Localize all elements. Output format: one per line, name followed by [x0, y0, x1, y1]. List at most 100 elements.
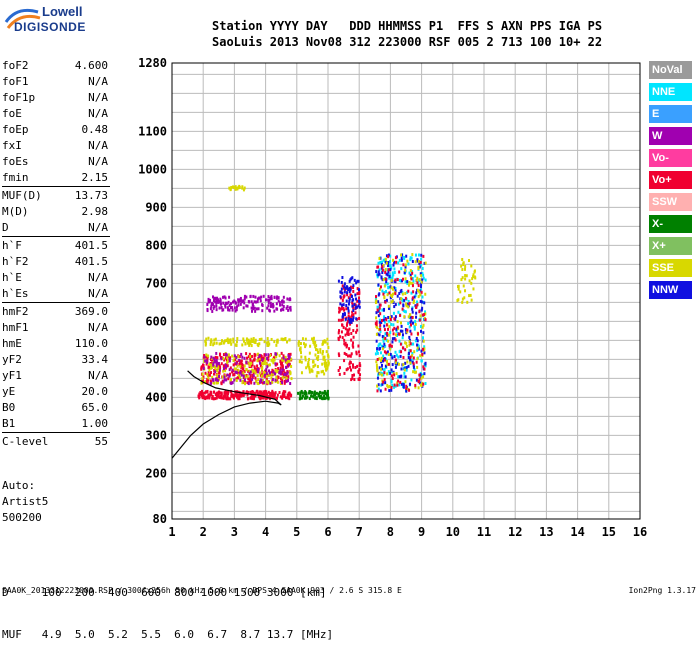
echo-point	[337, 331, 340, 335]
echo-point	[235, 340, 238, 344]
echo-point	[404, 280, 407, 284]
echo-point	[266, 396, 269, 400]
echo-point	[353, 278, 356, 282]
echo-point	[226, 337, 229, 341]
legend-item-ssw: SSW	[649, 193, 692, 211]
echo-point	[242, 306, 245, 310]
echo-point	[376, 273, 379, 277]
echo-point	[201, 363, 204, 367]
echo-point	[253, 395, 256, 399]
echo-point	[229, 306, 232, 310]
echo-point	[299, 393, 302, 397]
echo-point	[318, 391, 321, 395]
echo-point	[305, 396, 308, 400]
echo-point	[323, 355, 326, 359]
echo-point	[243, 297, 246, 301]
echo-point	[272, 395, 275, 399]
echo-point	[394, 292, 397, 296]
echo-point	[249, 373, 252, 377]
echo-point	[391, 337, 394, 341]
echo-point	[406, 328, 409, 332]
echo-point	[248, 343, 251, 347]
echo-point	[408, 313, 411, 317]
echo-point	[304, 337, 307, 341]
echo-point	[219, 299, 222, 303]
echo-point	[288, 392, 291, 396]
echo-point	[245, 337, 248, 341]
echo-point	[247, 369, 250, 373]
echo-point	[389, 371, 392, 375]
echo-point	[274, 368, 277, 372]
echo-point	[342, 295, 345, 299]
echo-point	[338, 366, 341, 370]
echo-point	[240, 352, 243, 356]
echo-point	[391, 383, 394, 387]
echo-point	[276, 338, 279, 342]
echo-point	[401, 329, 404, 333]
echo-point	[376, 369, 379, 373]
echo-point	[206, 357, 209, 361]
echo-point	[409, 382, 412, 386]
echo-point	[247, 382, 250, 386]
echo-point	[269, 381, 272, 385]
echo-point	[218, 370, 221, 374]
echo-point	[414, 260, 417, 264]
echo-point	[264, 396, 267, 400]
echo-point	[404, 296, 407, 300]
echo-point	[245, 390, 248, 394]
param-value: 401.5	[74, 239, 108, 252]
logo-text-top: Lowell	[42, 4, 83, 19]
echo-point	[277, 299, 280, 303]
echo-point	[396, 320, 399, 324]
echo-point	[343, 359, 346, 363]
echo-point	[247, 341, 250, 345]
echo-point	[395, 327, 398, 331]
echo-point	[406, 259, 409, 263]
echo-point	[457, 287, 460, 291]
echo-point	[270, 373, 273, 377]
echo-point	[410, 378, 413, 382]
echo-point	[421, 306, 424, 310]
echo-point	[463, 296, 466, 300]
echo-point	[462, 263, 465, 267]
echo-point	[389, 331, 392, 335]
echo-point	[249, 354, 252, 358]
echo-point	[218, 395, 221, 399]
echo-point	[253, 381, 256, 385]
echo-point	[258, 353, 261, 357]
echo-point	[229, 340, 232, 344]
echo-point	[352, 345, 355, 349]
echo-point	[403, 375, 406, 379]
echo-point	[421, 352, 424, 356]
x-tick-label: 3	[231, 525, 238, 539]
echo-point	[282, 300, 285, 304]
echo-point	[241, 392, 244, 396]
echo-point	[231, 368, 234, 372]
echo-point	[416, 348, 419, 352]
echo-point	[204, 341, 207, 345]
echo-point	[242, 337, 245, 341]
auto-label: Auto:	[2, 479, 36, 492]
echo-point	[377, 387, 380, 391]
echo-point	[243, 301, 246, 305]
param-row: foF1p N/A	[2, 90, 168, 106]
echo-point	[411, 351, 414, 355]
echo-point	[378, 372, 381, 376]
echo-point	[267, 295, 270, 299]
echo-point	[251, 303, 254, 307]
echo-point	[233, 372, 236, 376]
echo-point	[388, 274, 391, 278]
echo-point	[464, 274, 467, 278]
echo-point	[250, 337, 253, 341]
echo-point	[347, 332, 350, 336]
param-row: fmin 2.15	[2, 170, 168, 186]
echo-point	[345, 304, 348, 308]
echo-point	[388, 325, 391, 329]
echo-point	[352, 316, 355, 320]
echo-point	[386, 282, 389, 286]
echo-point	[377, 344, 380, 348]
echo-point	[391, 292, 394, 296]
echo-point	[282, 368, 285, 372]
echo-point	[403, 371, 406, 375]
echo-point	[242, 393, 245, 397]
